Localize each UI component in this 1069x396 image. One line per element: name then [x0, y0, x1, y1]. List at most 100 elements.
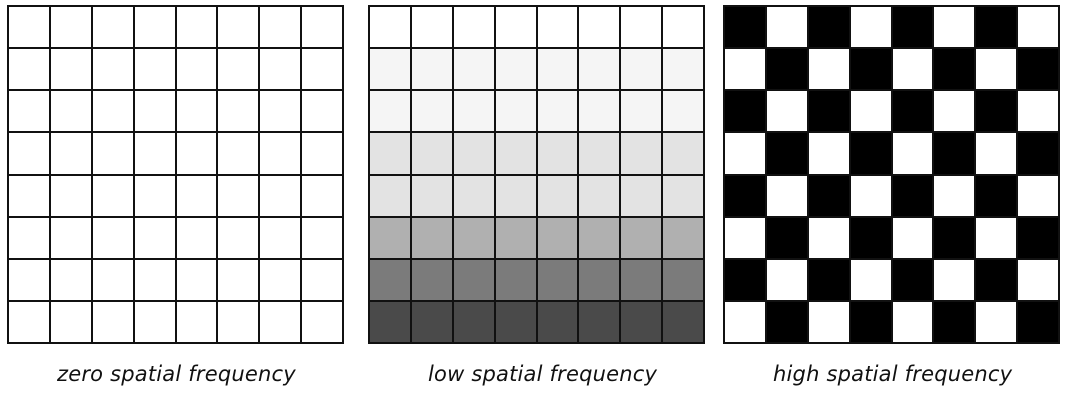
grid-cell: [808, 7, 851, 50]
grid-cell: [663, 217, 705, 260]
grid-cell: [92, 49, 135, 92]
grid-cell: [411, 133, 454, 176]
grid-cell: [218, 133, 261, 176]
grid-cell: [370, 217, 412, 260]
grid-cell: [537, 7, 580, 50]
grid-cell: [9, 7, 51, 50]
grid-cell: [50, 49, 93, 92]
grid-cell: [302, 49, 344, 92]
grid-cell: [92, 259, 135, 302]
grid-cell: [495, 175, 538, 218]
grid-cell: [302, 7, 344, 50]
grid-cell: [495, 91, 538, 134]
grid-cell: [579, 133, 622, 176]
grid-cell: [934, 175, 977, 218]
low-frequency-panel: [368, 5, 705, 344]
grid-cell: [411, 49, 454, 92]
grid-cell: [495, 259, 538, 302]
grid-cell: [176, 175, 219, 218]
grid-cell: [663, 175, 705, 218]
grid-cell: [808, 301, 851, 344]
grid-cell: [1018, 7, 1060, 50]
grid-cell: [892, 91, 935, 134]
grid-cell: [1018, 259, 1060, 302]
grid-cell: [808, 175, 851, 218]
grid-cell: [218, 49, 261, 92]
grid-cell: [50, 91, 93, 134]
grid-cell: [766, 175, 809, 218]
grid-cell: [50, 175, 93, 218]
low-frequency-grid: [368, 5, 705, 344]
grid-cell: [453, 217, 496, 260]
grid-cell: [766, 301, 809, 344]
high-frequency-caption: high spatial frequency: [773, 362, 1013, 386]
grid-cell: [176, 217, 219, 260]
grid-cell: [411, 259, 454, 302]
grid-cell: [850, 175, 893, 218]
grid-cell: [9, 217, 51, 260]
grid-cell: [850, 91, 893, 134]
grid-cell: [976, 7, 1019, 50]
grid-cell: [50, 133, 93, 176]
grid-cell: [495, 49, 538, 92]
grid-cell: [176, 91, 219, 134]
high-frequency-panel: [723, 5, 1060, 344]
grid-cell: [976, 259, 1019, 302]
grid-cell: [302, 301, 344, 344]
grid-cell: [218, 301, 261, 344]
grid-cell: [370, 301, 412, 344]
grid-cell: [176, 7, 219, 50]
grid-cell: [808, 133, 851, 176]
grid-cell: [453, 259, 496, 302]
grid-cell: [725, 259, 767, 302]
grid-cell: [537, 301, 580, 344]
grid-cell: [134, 49, 177, 92]
grid-cell: [411, 175, 454, 218]
grid-cell: [9, 301, 51, 344]
grid-cell: [453, 49, 496, 92]
grid-cell: [495, 301, 538, 344]
grid-cell: [176, 301, 219, 344]
grid-cell: [453, 7, 496, 50]
grid-cell: [260, 133, 303, 176]
grid-cell: [663, 49, 705, 92]
grid-cell: [579, 91, 622, 134]
grid-cell: [260, 259, 303, 302]
grid-cell: [370, 49, 412, 92]
grid-cell: [218, 217, 261, 260]
grid-cell: [663, 133, 705, 176]
grid-cell: [663, 91, 705, 134]
grid-cell: [892, 301, 935, 344]
grid-cell: [134, 7, 177, 50]
zero-frequency-panel: [7, 5, 344, 344]
grid-cell: [134, 301, 177, 344]
grid-cell: [537, 175, 580, 218]
grid-cell: [50, 259, 93, 302]
grid-cell: [134, 217, 177, 260]
grid-cell: [537, 49, 580, 92]
grid-cell: [453, 91, 496, 134]
grid-cell: [302, 133, 344, 176]
grid-cell: [621, 259, 664, 302]
grid-cell: [892, 7, 935, 50]
grid-cell: [9, 133, 51, 176]
grid-cell: [934, 301, 977, 344]
grid-cell: [302, 217, 344, 260]
grid-cell: [579, 217, 622, 260]
grid-cell: [495, 217, 538, 260]
grid-cell: [9, 49, 51, 92]
grid-cell: [850, 133, 893, 176]
grid-cell: [176, 133, 219, 176]
grid-cell: [579, 259, 622, 302]
grid-cell: [579, 301, 622, 344]
grid-cell: [92, 91, 135, 134]
grid-cell: [725, 175, 767, 218]
grid-cell: [892, 175, 935, 218]
grid-cell: [50, 7, 93, 50]
grid-cell: [850, 217, 893, 260]
grid-cell: [370, 91, 412, 134]
grid-cell: [260, 217, 303, 260]
grid-cell: [411, 217, 454, 260]
grid-cell: [663, 259, 705, 302]
grid-cell: [537, 91, 580, 134]
